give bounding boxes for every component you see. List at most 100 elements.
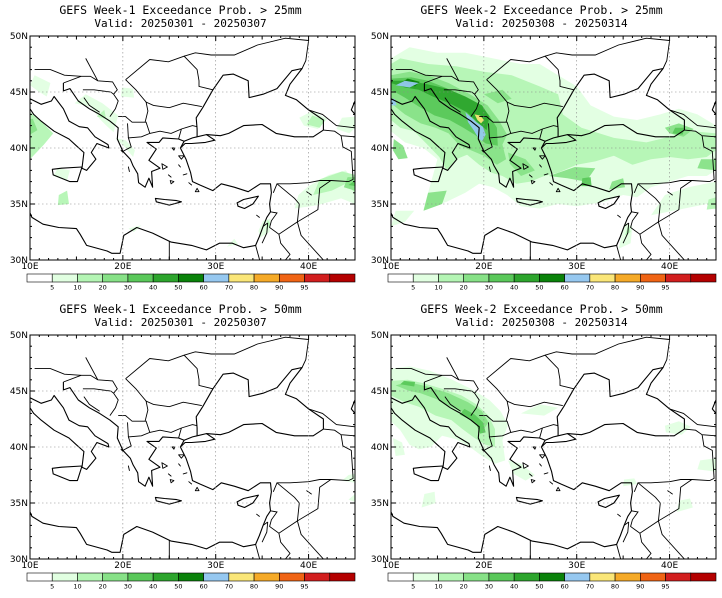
border: [301, 339, 310, 368]
border: [446, 58, 460, 82]
colorbar-swatch: [178, 273, 204, 283]
coastline: [236, 195, 259, 210]
y-tick-label: 40N: [10, 443, 28, 453]
colorbar-label: 5: [50, 284, 54, 292]
colorbar-swatch: [564, 273, 591, 283]
border: [278, 234, 291, 260]
island: [306, 191, 312, 196]
border: [623, 222, 629, 227]
colorbar-swatch: [539, 273, 565, 283]
colorbar-swatch: [539, 572, 565, 582]
y-tick-label: 50N: [10, 331, 28, 341]
colorbar-swatch: [614, 273, 641, 283]
border: [276, 482, 300, 521]
y-tick-label: 30N: [371, 256, 389, 266]
panel-title: GEFS Week-1 Exceedance Prob. > 50mm: [59, 302, 302, 316]
border: [479, 116, 512, 152]
colorbar-label: 95: [300, 284, 308, 292]
colorbar-swatch: [387, 273, 414, 283]
border: [701, 135, 715, 183]
colorbar-label: 20: [460, 284, 468, 292]
coastline: [180, 134, 216, 149]
border: [486, 354, 575, 390]
x-tick-label: 10E: [21, 561, 38, 571]
colorbar-label: 60: [199, 583, 207, 591]
coastline: [515, 197, 543, 206]
x-tick-label: 10E: [382, 561, 399, 571]
colorbar-swatch: [228, 572, 255, 582]
border: [539, 128, 543, 140]
valid-dates: Valid: 20250301 - 20250307: [94, 17, 267, 30]
y-tick-label: 35N: [371, 499, 389, 509]
probability-area: [30, 75, 51, 97]
probability-map: 10E 20E 30E 40E 50N 45N 40N 35N 30N 5 10 20 30 40 50 60…: [371, 331, 717, 591]
colorbar-label: 95: [300, 583, 308, 591]
coastline: [183, 435, 198, 441]
island: [539, 454, 546, 459]
probability-area: [465, 112, 486, 142]
border: [255, 544, 261, 559]
colorbar-swatch: [279, 572, 305, 582]
probability-area: [30, 118, 38, 135]
probability-shading: [391, 47, 716, 249]
y-tick-label: 30N: [10, 555, 28, 565]
coastline: [391, 446, 633, 553]
border: [662, 339, 671, 368]
border: [85, 357, 99, 381]
map-body: [30, 335, 355, 559]
colorbar-label: 30: [124, 284, 132, 292]
colorbar-label: 20: [99, 284, 107, 292]
border: [149, 427, 182, 433]
border: [444, 97, 461, 113]
coastline: [711, 399, 716, 414]
probability-area: [57, 190, 69, 206]
colorbar: 5 10 20 30 40 50 60 70 80 90 95: [26, 273, 356, 292]
border: [630, 211, 659, 235]
border: [684, 428, 716, 437]
colorbar-label: 30: [124, 583, 132, 591]
colorbar: 5 10 20 30 40 50 60 70 80 90 95: [387, 572, 717, 591]
border: [622, 222, 630, 244]
map-background: [30, 335, 355, 559]
colorbar-swatch: [412, 572, 439, 582]
border: [149, 128, 182, 134]
border: [479, 415, 512, 451]
country-borders: [395, 37, 716, 260]
colorbar-label: 10: [434, 583, 442, 591]
valid-dates: Valid: 20250301 - 20250307: [94, 316, 267, 329]
colorbar-swatch: [690, 273, 717, 283]
colorbar: 5 10 20 30 40 50 60 70 80 90 95: [387, 273, 717, 292]
border: [308, 109, 355, 129]
island: [617, 513, 621, 517]
colorbar-label: 10: [73, 284, 81, 292]
map-body: [30, 36, 355, 260]
panel-title: GEFS Week-2 Exceedance Prob. > 25mm: [420, 3, 663, 17]
colorbar-label: 10: [73, 583, 81, 591]
colorbar-swatch: [513, 572, 540, 582]
island: [549, 182, 554, 186]
x-tick-label: 10E: [382, 262, 399, 272]
island: [182, 472, 188, 475]
coastline: [711, 100, 716, 115]
colorbar-swatch: [203, 572, 230, 582]
y-tick-label: 35N: [371, 200, 389, 210]
island: [120, 149, 124, 153]
border: [505, 101, 563, 123]
x-tick-label: 30E: [568, 561, 585, 571]
colorbar-swatch: [203, 273, 230, 283]
gridlines: [30, 335, 355, 559]
border: [446, 357, 460, 381]
panel-title: GEFS Week-2 Exceedance Prob. > 50mm: [420, 302, 663, 316]
island: [178, 463, 181, 467]
border: [684, 129, 716, 138]
border: [262, 521, 268, 526]
coastline: [391, 147, 633, 254]
border: [144, 400, 202, 422]
colorbar-label: 5: [411, 284, 415, 292]
colorbar-swatch: [488, 572, 515, 582]
valid-dates: Valid: 20250308 - 20250314: [455, 17, 628, 30]
colorbar-label: 70: [586, 583, 594, 591]
island: [167, 174, 172, 178]
island: [306, 490, 312, 495]
border: [301, 40, 310, 69]
